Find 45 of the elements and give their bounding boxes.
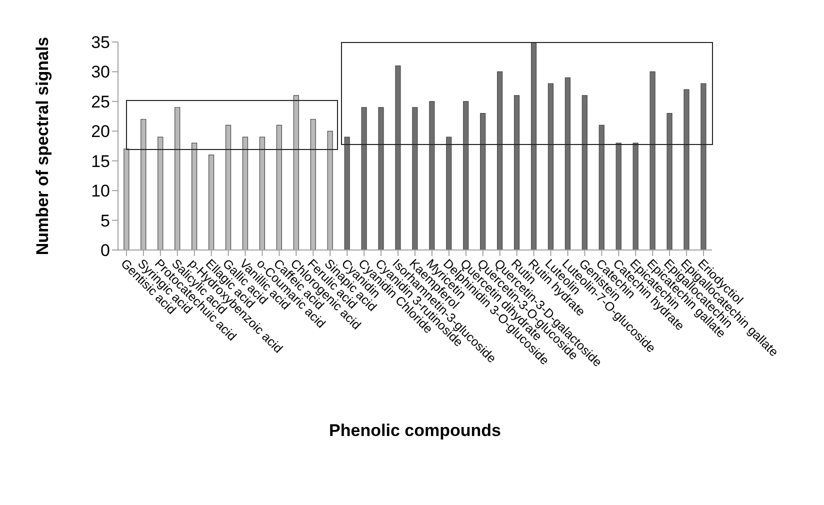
bar xyxy=(208,154,214,250)
y-tick-label: 35 xyxy=(91,33,110,52)
bar xyxy=(564,77,570,250)
bar xyxy=(276,124,282,250)
bar xyxy=(548,83,554,250)
y-tick-label: 0 xyxy=(100,241,110,260)
bar xyxy=(666,113,672,250)
bar xyxy=(497,71,503,250)
bar xyxy=(598,124,604,250)
bar xyxy=(242,136,248,250)
bar xyxy=(446,136,452,250)
bar xyxy=(344,136,350,250)
bar xyxy=(327,130,333,250)
bar xyxy=(616,142,622,250)
bar xyxy=(582,95,588,250)
bar xyxy=(480,113,486,250)
bar xyxy=(259,136,266,250)
bar xyxy=(530,42,537,250)
y-tick-label: 5 xyxy=(100,211,110,230)
bar xyxy=(310,118,316,250)
bar xyxy=(684,89,690,250)
y-tick-label: 30 xyxy=(91,62,110,82)
bar xyxy=(514,95,520,250)
bar xyxy=(429,101,435,250)
bar xyxy=(632,142,638,250)
bar xyxy=(192,142,198,250)
bar xyxy=(378,107,384,250)
bar xyxy=(225,124,232,250)
bar xyxy=(361,107,367,250)
bar xyxy=(650,71,656,250)
x-axis-title: Phenolic compounds xyxy=(329,421,501,440)
bar xyxy=(412,107,418,250)
bar xyxy=(124,148,130,250)
y-axis-title: Number of spectral signals xyxy=(33,36,52,256)
y-tick-label: 15 xyxy=(91,152,110,171)
bar xyxy=(140,118,146,250)
y-tick-label: 25 xyxy=(91,92,110,112)
bar xyxy=(293,95,299,250)
bar xyxy=(700,83,706,250)
y-tick-label: 20 xyxy=(91,122,110,142)
bar xyxy=(174,107,180,250)
bar xyxy=(395,65,401,250)
bar xyxy=(158,136,164,250)
y-tick-label: 10 xyxy=(91,182,110,201)
bar xyxy=(463,101,469,250)
